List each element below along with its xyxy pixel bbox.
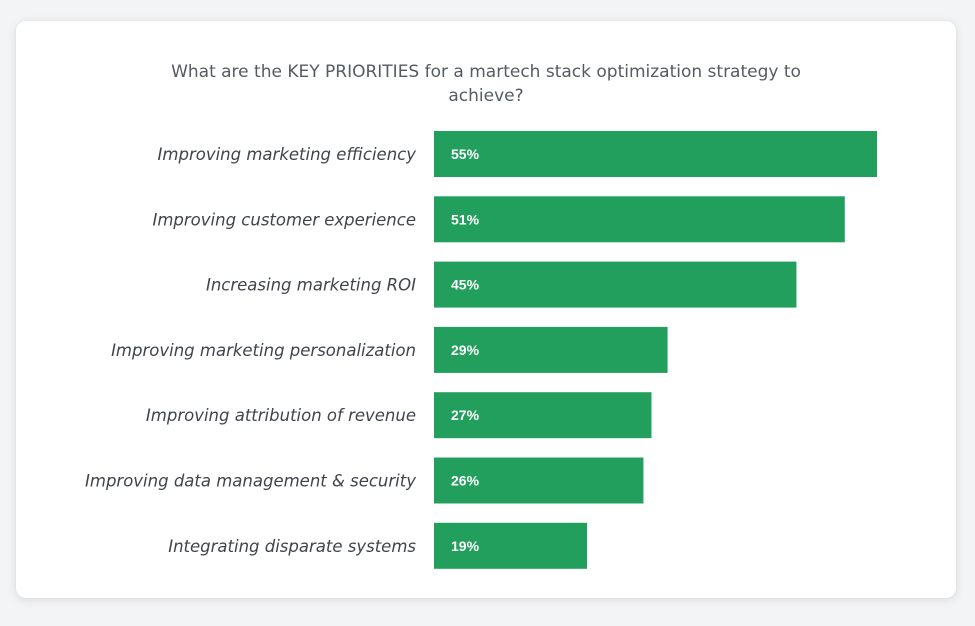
value-label-increasing-marketing-roi: 45% [451,277,480,293]
category-label-integrating-disparate-systems: Integrating disparate systems [168,537,416,556]
bar-improving-marketing-personalization [434,326,668,373]
bar-integrating-disparate-systems [434,522,588,569]
value-label-improving-customer-experience: 51% [451,211,480,227]
category-label-improving-customer-experience: Improving customer experience [152,210,416,229]
bar-improving-data-management-and-security [434,457,644,504]
bar-increasing-marketing-roi [434,261,797,308]
chart-title: What are the KEY PRIORITIES for a martec… [171,62,801,106]
value-label-integrating-disparate-systems: 19% [451,538,480,554]
category-label-improving-marketing-personalization: Improving marketing personalization [111,341,416,360]
bar-improving-customer-experience [434,196,845,243]
bar-improving-attribution-of-revenue [434,392,652,439]
value-label-improving-marketing-personalization: 29% [451,342,480,358]
value-label-improving-data-management-and-security: 26% [451,473,480,489]
category-label-improving-data-management-and-security: Improving data management & security [85,472,416,491]
category-label-increasing-marketing-roi: Increasing marketing ROI [206,276,416,295]
category-label-improving-attribution-of-revenue: Improving attribution of revenue [146,406,416,425]
category-label-improving-marketing-efficiency: Improving marketing efficiency [158,145,417,164]
bar-improving-marketing-efficiency [434,131,877,177]
bar-chart: Improving marketing efficiency 55% Improvi… [85,131,877,569]
chart-card: What are the KEY PRIORITIES for a martec… [16,21,956,598]
value-label-improving-marketing-efficiency: 55% [451,146,480,162]
value-label-improving-attribution-of-revenue: 27% [451,407,480,423]
